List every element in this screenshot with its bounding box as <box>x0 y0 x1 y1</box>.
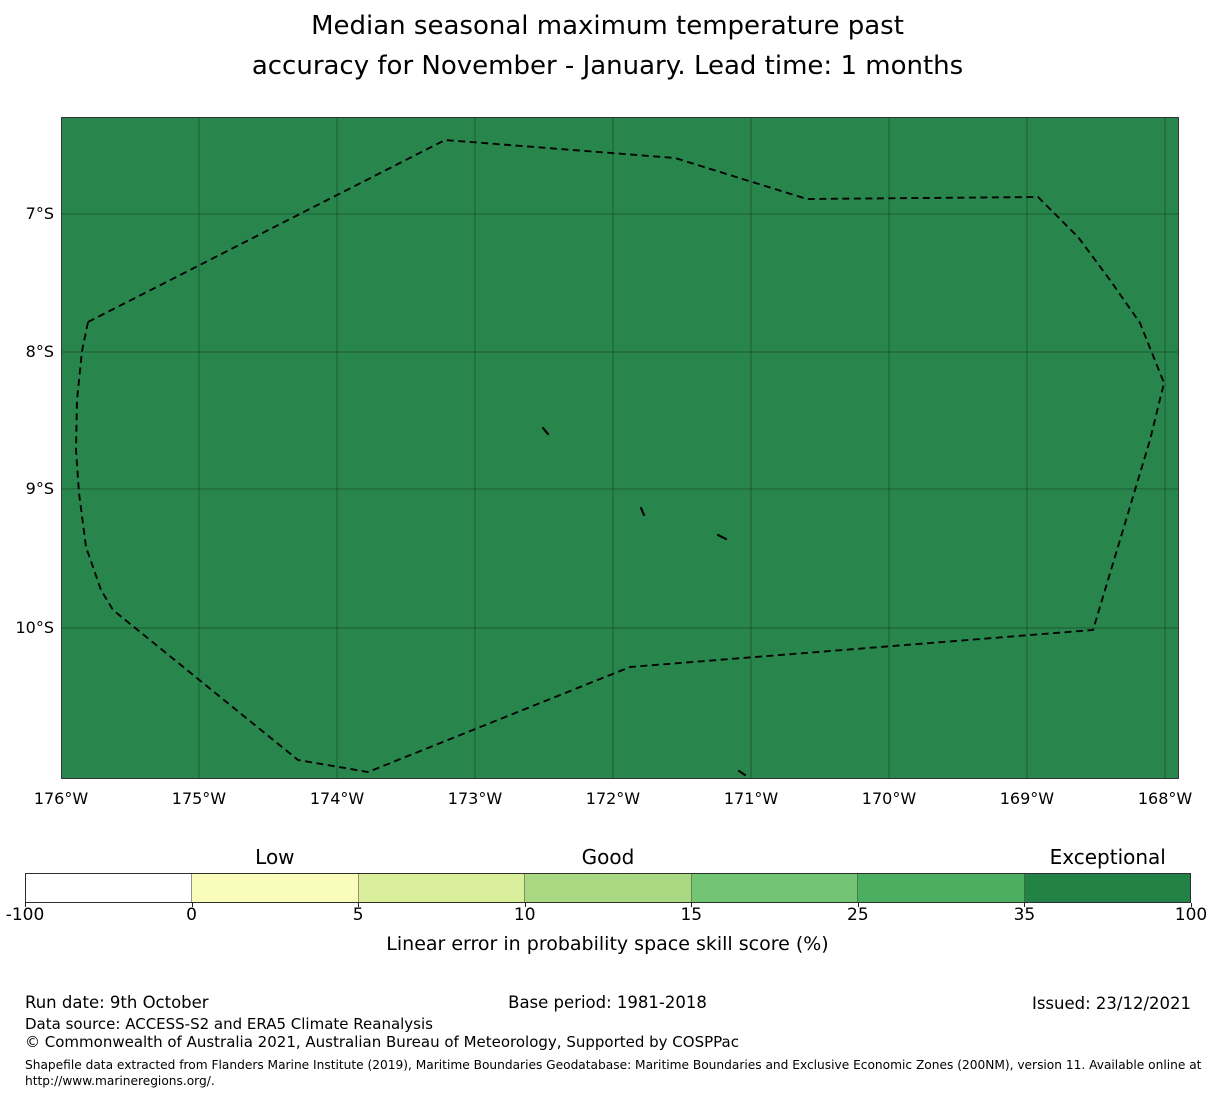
y-tick-label: 10°S <box>15 617 54 637</box>
island-mark <box>716 533 728 541</box>
colorbar-tick-label: 5 <box>352 905 364 925</box>
footer-issued-date: Issued: 23/12/2021 <box>1031 994 1191 1013</box>
x-tick-label: 173°W <box>447 789 503 808</box>
x-tick-label: 168°W <box>1137 789 1193 808</box>
colorbar-category-label: Good <box>581 845 635 869</box>
figure-title-line2: accuracy for November - January. Lead ti… <box>251 50 964 81</box>
colorbar-segment <box>358 874 526 902</box>
map-panel <box>61 117 1179 779</box>
colorbar-segment <box>1024 874 1190 902</box>
island-mark <box>737 769 747 777</box>
footer-data-source: Data source: ACCESS-S2 and ERA5 Climate … <box>25 1015 433 1033</box>
y-tick-label: 9°S <box>25 478 54 498</box>
colorbar-tick-mark <box>358 903 360 907</box>
colorbar-category-label: Exceptional <box>1049 845 1166 869</box>
colorbar-tick-mark <box>191 903 193 907</box>
figure-title-line1: Median seasonal maximum temperature past <box>311 11 904 41</box>
footer-shapefile-note-line1: Shapefile data extracted from Flanders M… <box>25 1058 1202 1072</box>
colorbar-tick-label: 10 <box>513 905 536 925</box>
footer-base-period: Base period: 1981-2018 <box>508 993 707 1012</box>
colorbar-tick-mark <box>25 903 26 907</box>
colorbar-tick-label: -100 <box>5 905 45 925</box>
island-mark <box>639 506 646 517</box>
colorbar-caption: Linear error in probability space skill … <box>386 933 829 955</box>
map-background <box>61 117 1179 779</box>
x-tick-label: 174°W <box>309 789 365 808</box>
eez-boundary-outline <box>75 139 1165 773</box>
x-tick-label: 176°W <box>33 789 89 808</box>
colorbar-tick-mark <box>1191 903 1192 907</box>
colorbar-tick-label: 25 <box>847 905 869 925</box>
colorbar-tick-label: 35 <box>1013 905 1036 925</box>
colorbar-tick-mark <box>857 903 859 907</box>
colorbar-tick-mark <box>1024 903 1026 907</box>
footer-copyright: © Commonwealth of Australia 2021, Austra… <box>25 1033 739 1051</box>
colorbar-segment <box>691 874 859 902</box>
colorbar <box>25 873 1191 903</box>
colorbar-tick-label: 15 <box>680 905 703 925</box>
colorbar-category-label: Low <box>255 845 295 869</box>
colorbar-segment <box>192 874 359 902</box>
colorbar-tick-mark <box>524 903 526 907</box>
map-frame <box>61 117 1179 779</box>
colorbar-tick-label: 0 <box>186 905 197 925</box>
colorbar-segment <box>858 874 1025 902</box>
x-tick-label: 170°W <box>861 789 917 808</box>
y-tick-label: 8°S <box>25 342 54 361</box>
figure-title: Median seasonal maximum temperature past… <box>0 7 1215 86</box>
x-tick-label: 169°W <box>999 789 1055 808</box>
map-canvas <box>61 117 1179 779</box>
island-mark <box>541 426 550 436</box>
y-tick-label: 7°S <box>25 203 54 223</box>
footer-run-date: Run date: 9th October <box>25 993 209 1012</box>
colorbar-tick-mark <box>691 903 693 907</box>
colorbar-tick-label: 100 <box>1174 905 1208 925</box>
colorbar-segment <box>26 874 193 902</box>
x-tick-label: 175°W <box>171 789 227 808</box>
x-tick-label: 172°W <box>585 789 641 808</box>
footer-shapefile-note-line2: http://www.marineregions.org/. <box>25 1074 215 1088</box>
colorbar-segment <box>525 874 692 902</box>
x-tick-label: 171°W <box>723 789 779 808</box>
